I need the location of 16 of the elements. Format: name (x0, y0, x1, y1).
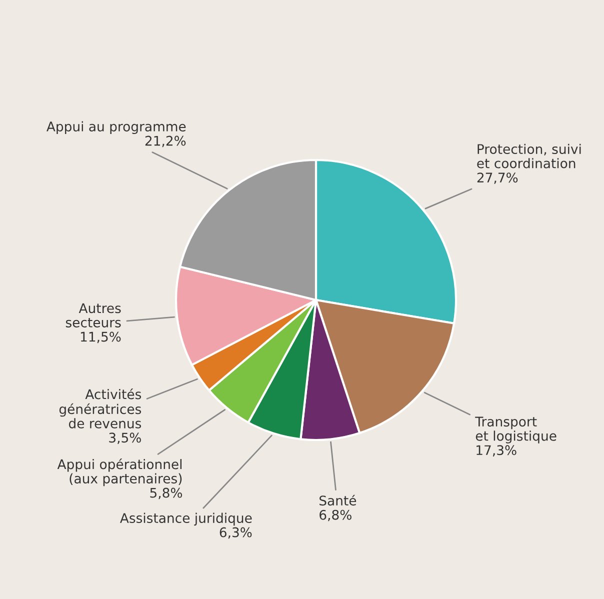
data-label: 5,8% (150, 488, 182, 500)
data-label: 11,5% (80, 332, 121, 344)
data-label: 6,3% (220, 527, 252, 539)
data-label: 27,7% (477, 172, 518, 184)
slice-label: Appui opérationnel (aux partenaires) (57, 458, 182, 486)
slice-label: Appui au programme (46, 121, 186, 134)
data-label: 3,5% (109, 432, 141, 444)
slice-label: Transport et logistique (475, 416, 556, 444)
slice-label: Autres secteurs (66, 303, 121, 328)
slice-label: Activités génératrices de revenus (59, 388, 142, 428)
slice-label: Santé (320, 494, 356, 506)
slice-label: Protection, suivi et coordination (477, 144, 581, 168)
slice-label: Assistance juridique (120, 512, 252, 526)
data-label: 21,2% (145, 136, 186, 148)
data-label: 6,8% (320, 510, 352, 522)
data-label: 17,3% (476, 445, 516, 456)
